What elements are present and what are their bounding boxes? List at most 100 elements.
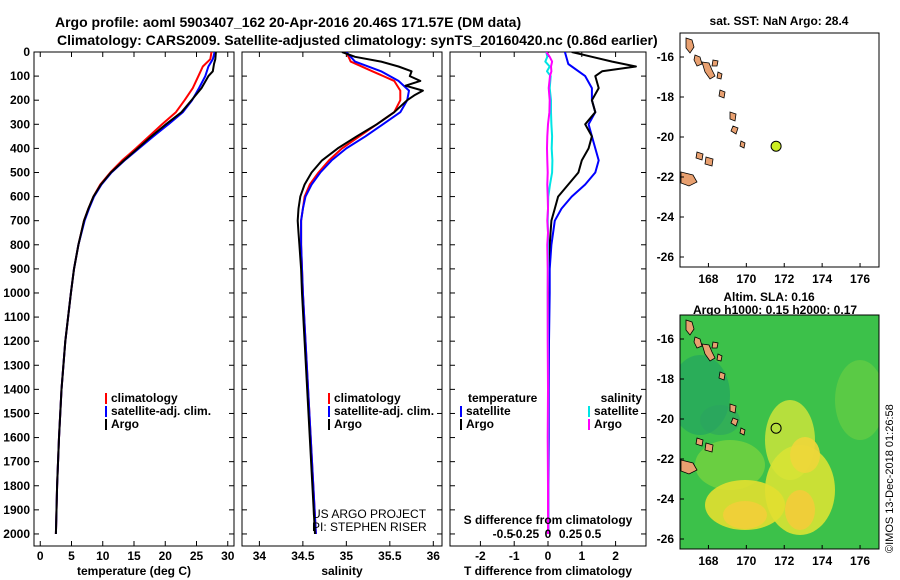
series-line-argo <box>54 52 217 535</box>
salinity-series-group <box>296 52 424 535</box>
difference-xtick-label: -2 <box>475 549 486 563</box>
depth-tick-label: 800 <box>10 238 30 252</box>
difference-legend-right-label: satellite <box>594 404 639 418</box>
difference-legend-right-label: Argo <box>594 417 622 431</box>
sst-map-argo-marker <box>770 140 782 152</box>
island <box>718 371 726 381</box>
temperature-legend-label: Argo <box>111 417 139 431</box>
sla-map-field <box>680 315 879 549</box>
sla-map-title: Altim. SLA: 0.16 <box>723 290 815 304</box>
sla_map-ytick-label: -26 <box>657 532 675 546</box>
sla-blob <box>790 437 820 473</box>
figure-title-line2: Climatology: CARS2009. Satellite-adjuste… <box>57 32 658 48</box>
depth-tick-label: 1400 <box>3 382 30 396</box>
island <box>693 54 703 67</box>
depth-tick-label: 700 <box>10 214 30 228</box>
depth-tick-label: 100 <box>10 69 30 83</box>
depth-tick-label: 1900 <box>3 503 30 517</box>
sst_map-ytick-label: -24 <box>657 210 675 224</box>
temperature-series-group <box>54 52 217 535</box>
salinity-frame <box>241 51 443 547</box>
island <box>704 156 714 167</box>
sst_map-xtick-label: 176 <box>850 272 870 286</box>
difference-xtick-label: 1 <box>578 549 585 563</box>
island <box>729 403 737 414</box>
sla-blob <box>835 360 879 440</box>
sst_map-ytick-label: -18 <box>657 90 675 104</box>
credit-line: PI: STEPHEN RISER <box>312 520 427 534</box>
island <box>730 125 739 135</box>
salinity-diff-tick-label: 0.25 <box>559 527 583 541</box>
salinity-profile-chart: 34 34.5 35 35.5 36 salinity climatologysatelli… <box>241 51 443 578</box>
island <box>685 37 695 54</box>
sst-map-islands <box>680 37 746 187</box>
difference-profile-chart: -2 -1 0 1 2T difference from climatology S di… <box>449 51 647 578</box>
depth-tick-label: 300 <box>10 117 30 131</box>
sla-blob <box>723 501 767 529</box>
depth-tick-label: 1500 <box>3 406 30 420</box>
sst_map-ytick-label: -26 <box>657 250 675 264</box>
sla_map-xtick-label: 172 <box>774 554 794 568</box>
depth-tick-label: 400 <box>10 141 30 155</box>
sla_map-ytick-label: -16 <box>657 332 675 346</box>
island <box>693 336 703 349</box>
sst_map-ytick-label: -16 <box>657 50 675 64</box>
temperature-xtick-label: 30 <box>221 549 235 563</box>
sla_map-ytick-label: -18 <box>657 372 675 386</box>
island <box>695 151 704 161</box>
depth-tick-label: 500 <box>10 165 30 179</box>
depth-tick-label: 1100 <box>4 310 30 324</box>
island <box>718 89 726 99</box>
sla-map-argo-marker <box>770 422 782 434</box>
island <box>711 59 719 67</box>
depth-tick-label: 200 <box>10 93 30 107</box>
sst_map-ytick-label: -22 <box>657 170 675 184</box>
island <box>730 417 739 427</box>
difference-legend-right-title: salinity <box>601 391 643 405</box>
temperature-profile-chart: 0100200300400500600700800900100011001200… <box>3 45 234 578</box>
island <box>701 61 716 80</box>
depth-tick-label: 1600 <box>3 431 30 445</box>
island <box>704 442 714 453</box>
sla_map-xtick-label: 170 <box>736 554 756 568</box>
sst-map-title: sat. SST: NaN Argo: 28.4 <box>710 14 849 28</box>
sst_map-xtick-label: 174 <box>812 272 832 286</box>
temperature-xlabel: temperature (deg C) <box>77 564 191 578</box>
sla-map-axes: 168 170 172 174 176 -16 -18 -20 -22 -24 -26 <box>657 332 871 568</box>
difference-xlabel-top: S difference from climatology <box>464 513 633 527</box>
difference-legend-left-label: satellite <box>466 404 511 418</box>
depth-tick-label: 1000 <box>3 286 30 300</box>
salinity-diff-tick-label: -0.25 <box>512 527 540 541</box>
sla_map-xtick-label: 176 <box>850 554 870 568</box>
temperature-frame <box>33 51 235 547</box>
sla-map-islands <box>680 319 746 475</box>
salinity-diff-tick-label: 0.5 <box>585 527 602 541</box>
temperature-legend-label: climatology <box>111 391 178 405</box>
difference-xtick-label: -1 <box>509 549 520 563</box>
island <box>680 459 698 475</box>
difference-series-group <box>544 52 637 534</box>
sst_map-ytick-label: -20 <box>657 130 675 144</box>
temperature-xtick-label: 15 <box>127 549 141 563</box>
sla_map-ytick-label: -20 <box>657 412 675 426</box>
island <box>739 427 746 436</box>
difference-legend-left-title: temperature <box>468 391 538 405</box>
depth-tick-label: 0 <box>23 45 30 59</box>
sla-map: Altim. SLA: 0.16 Argo h1000: 0.15 h2000:… <box>657 290 880 568</box>
island <box>716 71 723 80</box>
sst_map-xtick-label: 168 <box>698 272 718 286</box>
island <box>729 111 737 122</box>
island <box>685 319 695 336</box>
depth-tick-label: 1300 <box>3 358 30 372</box>
island <box>716 353 723 362</box>
salinity-legend-label: satellite-adj. clim. <box>334 404 434 418</box>
sla_map-ytick-label: -24 <box>657 492 675 506</box>
salinity-xlabel: salinity <box>321 564 363 578</box>
temperature-xtick-label: 20 <box>159 549 173 563</box>
difference-xtick-label: 2 <box>612 549 619 563</box>
island <box>711 341 719 349</box>
imos-stamp: ©IMOS 13-Dec-2018 01:26:58 <box>884 404 896 553</box>
sla_map-ytick-label: -22 <box>657 452 675 466</box>
sla-map-frame <box>679 314 880 550</box>
island <box>739 140 746 149</box>
